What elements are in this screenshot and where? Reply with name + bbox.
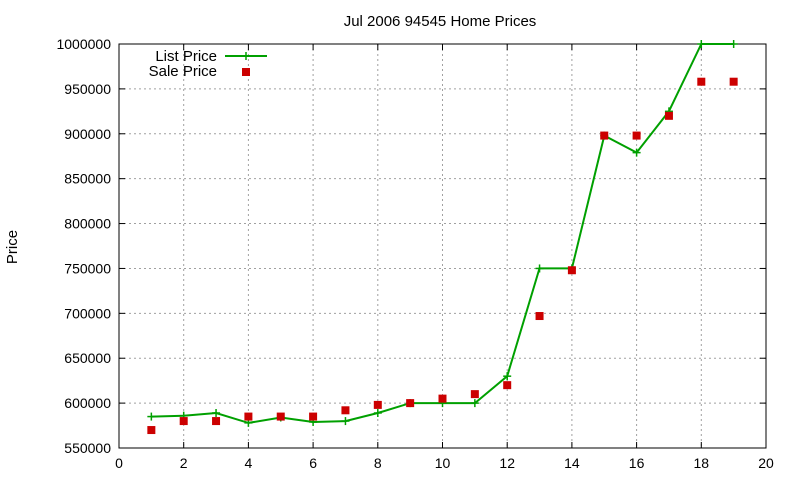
y-tick-label: 1000000: [56, 36, 111, 52]
axis-ticks: 550000 600000 650000 700000 750000 800000 8500…: [56, 36, 774, 471]
sale-price-point: [147, 426, 156, 435]
legend-marker-list-price: [242, 52, 250, 60]
list-price-point: [503, 372, 512, 381]
y-tick-label: 600000: [64, 395, 111, 411]
list-price-point: [535, 264, 544, 273]
list-price-point: [147, 412, 156, 421]
sale-price-point: [341, 406, 350, 415]
sale-price-point: [632, 131, 641, 140]
sale-price-point: [179, 417, 188, 426]
y-tick-label: 800000: [64, 216, 111, 232]
y-tick-label: 900000: [64, 126, 111, 142]
y-tick-label: 950000: [64, 81, 111, 97]
legend-label-sale-price: Sale Price: [149, 63, 217, 80]
sale-price-point: [276, 412, 285, 421]
x-tick-label: 6: [309, 455, 317, 471]
series: [147, 40, 738, 435]
sale-price-point: [664, 111, 673, 120]
sale-price-point: [373, 400, 382, 409]
x-tick-label: 10: [435, 455, 451, 471]
y-tick-label: 650000: [64, 350, 111, 366]
legend: List Price Sale Price: [149, 48, 267, 80]
x-tick-label: 20: [758, 455, 774, 471]
y-axis-label: Price: [4, 230, 21, 264]
legend-marker-sale-price: [242, 68, 250, 76]
y-tick-label: 550000: [64, 440, 111, 456]
grid: [119, 44, 766, 448]
x-tick-label: 14: [564, 455, 580, 471]
list-price-point: [632, 148, 641, 157]
x-tick-label: 18: [694, 455, 710, 471]
sale-price-point: [406, 399, 415, 408]
x-tick-label: 4: [245, 455, 253, 471]
sale-price-point: [438, 394, 447, 403]
sale-price-point: [503, 381, 512, 390]
x-tick-label: 0: [115, 455, 123, 471]
list-price-point: [697, 40, 706, 48]
sale-price-point: [567, 266, 576, 275]
sale-price-point: [244, 412, 253, 421]
sale-price-point: [212, 417, 221, 426]
sale-price-point: [729, 77, 738, 86]
y-tick-label: 700000: [64, 305, 111, 321]
y-tick-label: 750000: [64, 260, 111, 276]
list-price-point: [470, 399, 479, 408]
y-tick-label: 850000: [64, 171, 111, 187]
list-price-point: [373, 408, 382, 417]
x-tick-label: 12: [499, 455, 515, 471]
x-tick-label: 16: [629, 455, 645, 471]
list-price-point: [212, 408, 221, 417]
chart-title: Jul 2006 94545 Home Prices: [344, 13, 537, 30]
sale-price-point: [600, 131, 609, 140]
list-price-point: [729, 40, 738, 48]
sale-price-point: [470, 390, 479, 399]
legend-label-list-price: List Price: [155, 48, 217, 65]
sale-price-point: [535, 312, 544, 321]
x-tick-label: 8: [374, 455, 382, 471]
list-price-point: [341, 417, 350, 426]
sale-price-point: [697, 77, 706, 86]
x-tick-label: 2: [180, 455, 188, 471]
sale-price-point: [309, 412, 318, 421]
